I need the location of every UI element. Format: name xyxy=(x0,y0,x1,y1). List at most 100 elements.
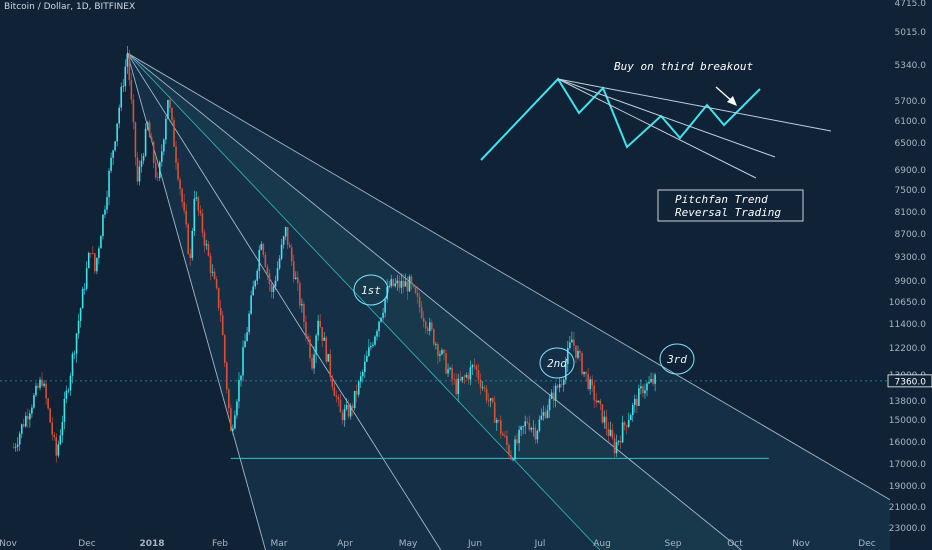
candle-body xyxy=(221,315,224,336)
candle-body xyxy=(374,336,376,345)
candle-body xyxy=(585,371,587,374)
time-tick: Oct xyxy=(727,539,743,549)
inset-box-line-1: Pitchfan Trend xyxy=(675,193,768,206)
candle-body xyxy=(627,420,630,427)
candle-body xyxy=(646,383,648,391)
candle-body xyxy=(636,398,638,407)
candle-body xyxy=(41,379,43,386)
breakout-label-1: 1st xyxy=(361,284,381,297)
candle-body xyxy=(534,427,537,440)
time-tick: Aug xyxy=(593,539,611,549)
inset-price-path xyxy=(480,77,761,161)
candle-body xyxy=(104,209,106,215)
candle-body xyxy=(189,253,192,259)
candle-body xyxy=(619,440,622,443)
candle-body xyxy=(288,244,291,248)
candle-body xyxy=(384,299,386,313)
candle-body xyxy=(357,381,360,395)
candle-body xyxy=(337,396,340,400)
candle-body xyxy=(398,280,401,288)
candle-body xyxy=(248,313,250,333)
candle-body xyxy=(587,373,589,390)
candle-body xyxy=(256,270,259,281)
candle-body xyxy=(366,355,368,362)
candle-body xyxy=(404,281,407,287)
candle-body xyxy=(69,375,72,391)
candle-body xyxy=(512,459,514,460)
breakout-label-2: 2nd xyxy=(547,357,567,370)
candle-body xyxy=(317,320,319,336)
candle-body xyxy=(475,365,478,370)
candle-body xyxy=(215,279,218,288)
candle-body xyxy=(556,385,559,388)
candle-body xyxy=(96,257,98,272)
candle-body xyxy=(223,335,226,363)
candle-body xyxy=(439,354,441,356)
candle-body xyxy=(327,353,330,362)
candle-body xyxy=(510,454,512,460)
candle-body xyxy=(130,80,133,100)
time-tick: Mar xyxy=(271,539,288,549)
candle-body xyxy=(51,422,53,435)
candle-body xyxy=(426,328,429,331)
price-tick: 10650.0 xyxy=(889,298,926,308)
candle-body xyxy=(526,421,529,423)
candle-body xyxy=(303,304,305,323)
candle-body xyxy=(355,390,358,395)
candle-body xyxy=(477,369,480,380)
candle-body xyxy=(623,422,626,426)
candle-body xyxy=(629,415,632,421)
candle-body xyxy=(520,426,522,430)
candle-body xyxy=(538,419,541,431)
breakout-circle-1 xyxy=(353,274,389,306)
candle-body xyxy=(276,268,279,281)
candle-body xyxy=(14,446,17,448)
inset-box xyxy=(657,189,804,222)
price-tick: 5340.0 xyxy=(895,61,927,71)
candle-body xyxy=(601,404,604,423)
candle-body xyxy=(244,341,246,348)
candle-body xyxy=(400,280,403,288)
candle-body xyxy=(299,283,301,306)
candle-body xyxy=(270,283,273,292)
candle-body xyxy=(542,412,545,416)
fan-shade xyxy=(127,53,890,550)
candle-body xyxy=(621,422,624,443)
candle-body xyxy=(514,439,516,460)
candle-body xyxy=(550,392,553,399)
candle-body xyxy=(238,379,240,402)
candle-body xyxy=(489,398,492,401)
time-tick: May xyxy=(399,539,418,549)
price-tick: 7500.0 xyxy=(895,186,927,196)
fan-ray-top xyxy=(127,52,891,501)
candle-body xyxy=(575,345,577,358)
candle-body xyxy=(463,376,466,378)
candle-body xyxy=(591,379,593,386)
candle-body xyxy=(16,444,19,447)
candle-body xyxy=(431,322,433,330)
candle-body xyxy=(199,210,202,214)
candle-body xyxy=(648,381,650,384)
candle-body xyxy=(530,428,533,430)
candle-body xyxy=(203,232,206,246)
candle-body xyxy=(325,337,328,362)
candle-body xyxy=(27,415,29,420)
candle-body xyxy=(390,279,393,287)
candle-body xyxy=(483,387,486,389)
candle-body xyxy=(266,266,269,274)
candle-body xyxy=(617,440,620,443)
price-tick: 8100.0 xyxy=(895,208,927,218)
candle-body xyxy=(569,342,571,348)
candle-body xyxy=(323,337,326,341)
candle-body xyxy=(307,336,309,340)
candle-body xyxy=(225,362,228,390)
candle-body xyxy=(644,390,646,394)
candle-body xyxy=(301,304,303,306)
candle-body xyxy=(339,399,342,413)
candle-body xyxy=(295,277,297,280)
candle-body xyxy=(522,426,524,427)
candle-body xyxy=(544,412,547,418)
candle-body xyxy=(447,369,449,374)
candle-body xyxy=(353,390,356,409)
candle-body xyxy=(169,99,171,108)
